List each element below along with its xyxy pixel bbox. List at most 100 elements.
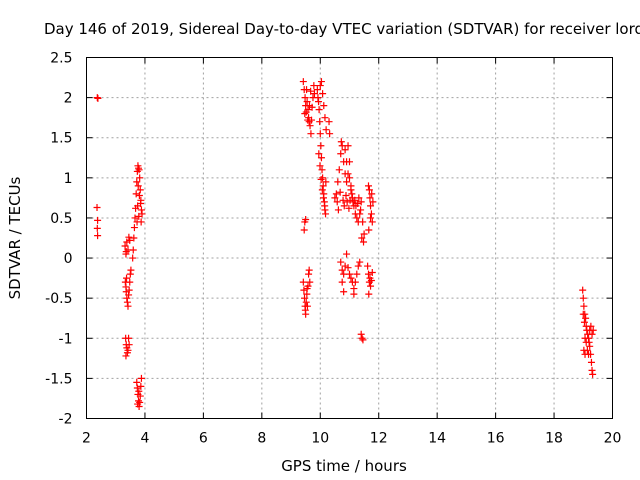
data-point — [351, 278, 359, 286]
data-point — [322, 210, 330, 218]
data-point — [303, 285, 311, 293]
data-point — [125, 334, 133, 342]
data-point — [316, 162, 324, 170]
x-tick-label: 20 — [604, 431, 622, 447]
data-point — [586, 342, 594, 350]
data-point — [367, 214, 375, 222]
data-point — [331, 194, 339, 202]
data-point — [94, 94, 102, 102]
x-tick-label: 10 — [311, 431, 329, 447]
data-point — [589, 326, 597, 334]
data-point — [340, 288, 348, 296]
data-point — [336, 188, 344, 196]
data-point — [579, 294, 587, 302]
data-point — [580, 346, 588, 354]
data-point — [368, 190, 376, 198]
data-point — [322, 178, 330, 186]
data-point — [300, 226, 308, 234]
data-point — [341, 146, 349, 154]
x-tick-label: 12 — [370, 431, 388, 447]
data-point — [367, 210, 375, 218]
data-point — [359, 336, 367, 344]
data-point — [367, 282, 375, 290]
data-point — [305, 266, 313, 274]
data-point — [134, 202, 142, 210]
data-point — [302, 298, 310, 306]
x-tick-label: 14 — [428, 431, 446, 447]
data-point — [94, 232, 102, 240]
data-point — [317, 142, 325, 150]
axis-ticks: 2 4 6 8 10 12 14 16 18 20 -2 -1.5 -1 -0.5 0 0.5 1 1.5 2 2.5 — [45, 51, 621, 447]
data-point — [304, 116, 312, 124]
x-tick-label: 18 — [545, 431, 563, 447]
data-point — [354, 262, 362, 270]
data-point — [345, 204, 353, 212]
data-point — [580, 318, 588, 326]
data-point — [317, 154, 325, 162]
data-point — [130, 224, 138, 232]
data-point — [121, 242, 129, 250]
data-point — [136, 392, 144, 400]
data-point — [333, 198, 341, 206]
data-point — [129, 254, 137, 262]
data-point — [325, 118, 333, 126]
y-tick-label: 0 — [64, 251, 73, 267]
chart-title: Day 146 of 2019, Sidereal Day-to-day VTE… — [44, 20, 640, 38]
data-point — [133, 384, 141, 392]
data-point — [306, 278, 314, 286]
data-point — [364, 262, 372, 270]
data-point — [310, 82, 318, 90]
data-point — [122, 352, 130, 360]
x-axis-label: GPS time / hours — [281, 457, 407, 475]
data-point — [359, 218, 367, 226]
data-point — [126, 236, 134, 244]
y-tick-label: -1 — [59, 331, 73, 347]
data-point — [339, 196, 347, 204]
data-point — [353, 270, 361, 278]
y-tick-label: -1.5 — [45, 371, 72, 387]
data-point — [303, 98, 311, 106]
data-point — [317, 175, 325, 183]
data-point — [135, 166, 143, 174]
data-point — [338, 142, 346, 150]
data-point — [368, 218, 376, 226]
data-point — [315, 106, 323, 114]
data-point — [319, 182, 327, 190]
data-point — [582, 338, 590, 346]
data-point — [127, 266, 135, 274]
y-tick-label: 1 — [64, 171, 73, 187]
data-point — [124, 302, 132, 310]
y-tick-label: 2 — [64, 91, 73, 107]
data-point — [340, 202, 348, 210]
data-point — [587, 358, 595, 366]
data-points — [93, 78, 597, 410]
data-point — [337, 138, 345, 146]
data-point — [354, 200, 362, 208]
data-point — [320, 102, 328, 110]
data-point — [322, 126, 330, 134]
data-point — [135, 212, 143, 220]
data-point — [93, 224, 101, 232]
data-point — [301, 110, 309, 118]
data-point — [356, 258, 364, 266]
data-point — [301, 94, 309, 102]
data-point — [124, 346, 132, 354]
y-tick-label: 2.5 — [50, 51, 72, 67]
data-point — [353, 214, 361, 222]
data-point — [346, 270, 353, 278]
y-axis-label: SDTVAR / TECUs — [6, 176, 24, 299]
x-tick-label: 6 — [199, 431, 208, 447]
data-point — [299, 278, 307, 286]
data-point — [334, 178, 342, 186]
data-point — [365, 186, 373, 194]
y-tick-label: -0.5 — [45, 291, 72, 307]
data-point — [315, 150, 323, 158]
data-point — [318, 186, 326, 194]
data-point — [307, 130, 315, 138]
data-point — [125, 341, 133, 349]
data-point — [358, 334, 366, 342]
data-point — [137, 382, 145, 390]
data-point — [313, 86, 321, 94]
data-point — [364, 270, 372, 278]
data-point — [122, 248, 130, 256]
